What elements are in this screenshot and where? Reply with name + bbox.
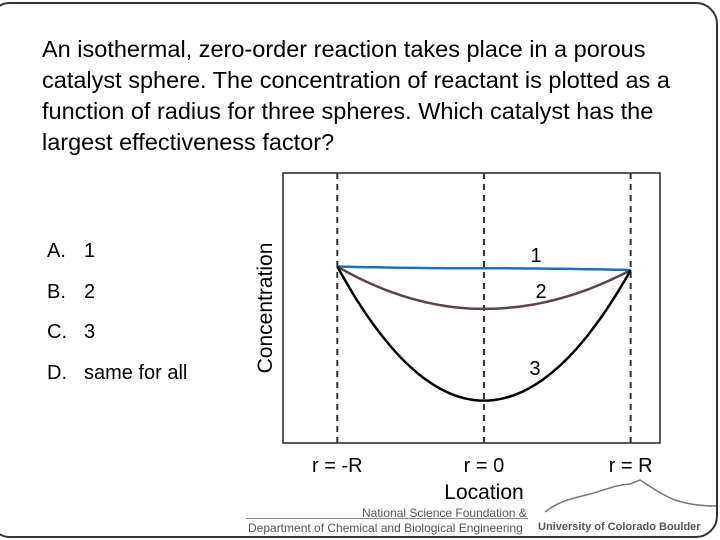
option-letter: C. <box>47 321 67 343</box>
y-axis-label: Concentration <box>254 242 277 374</box>
x-axis-label: Location <box>444 481 524 504</box>
cu-boulder-logo: University of Colorado Boulder <box>538 521 701 533</box>
option-text: 1 <box>84 240 96 262</box>
option-d: D. same for all <box>47 362 187 385</box>
x-tick-label: r = 0 <box>464 455 505 477</box>
option-letter: D. <box>47 362 67 384</box>
option-b: B. 2 <box>47 281 95 304</box>
option-letter: B. <box>47 281 66 303</box>
x-tick-label: r = -R <box>312 455 363 477</box>
series-label-3: 3 <box>529 358 540 380</box>
option-a: A. 1 <box>47 240 95 263</box>
option-letter: A. <box>47 240 66 262</box>
footer-divider <box>246 518 528 519</box>
footer-department: Department of Chemical and Biological En… <box>248 521 523 535</box>
option-text: 3 <box>84 321 96 343</box>
option-c: C. 3 <box>47 321 95 344</box>
series-label-1: 1 <box>530 245 541 267</box>
series-label-2: 2 <box>535 281 546 303</box>
option-text: 2 <box>84 281 96 303</box>
question-text: An isothermal, zero-order reaction takes… <box>42 36 670 155</box>
x-tick-label: r = R <box>609 455 653 477</box>
mountain-logo-icon <box>544 479 717 513</box>
option-text: same for all <box>84 362 188 384</box>
series-line-3 <box>336 265 632 402</box>
plot-area-border <box>282 172 661 444</box>
series-line-1 <box>337 265 631 272</box>
series-line-2 <box>336 265 632 311</box>
footer-nsf: National Science Foundation & <box>362 506 527 520</box>
